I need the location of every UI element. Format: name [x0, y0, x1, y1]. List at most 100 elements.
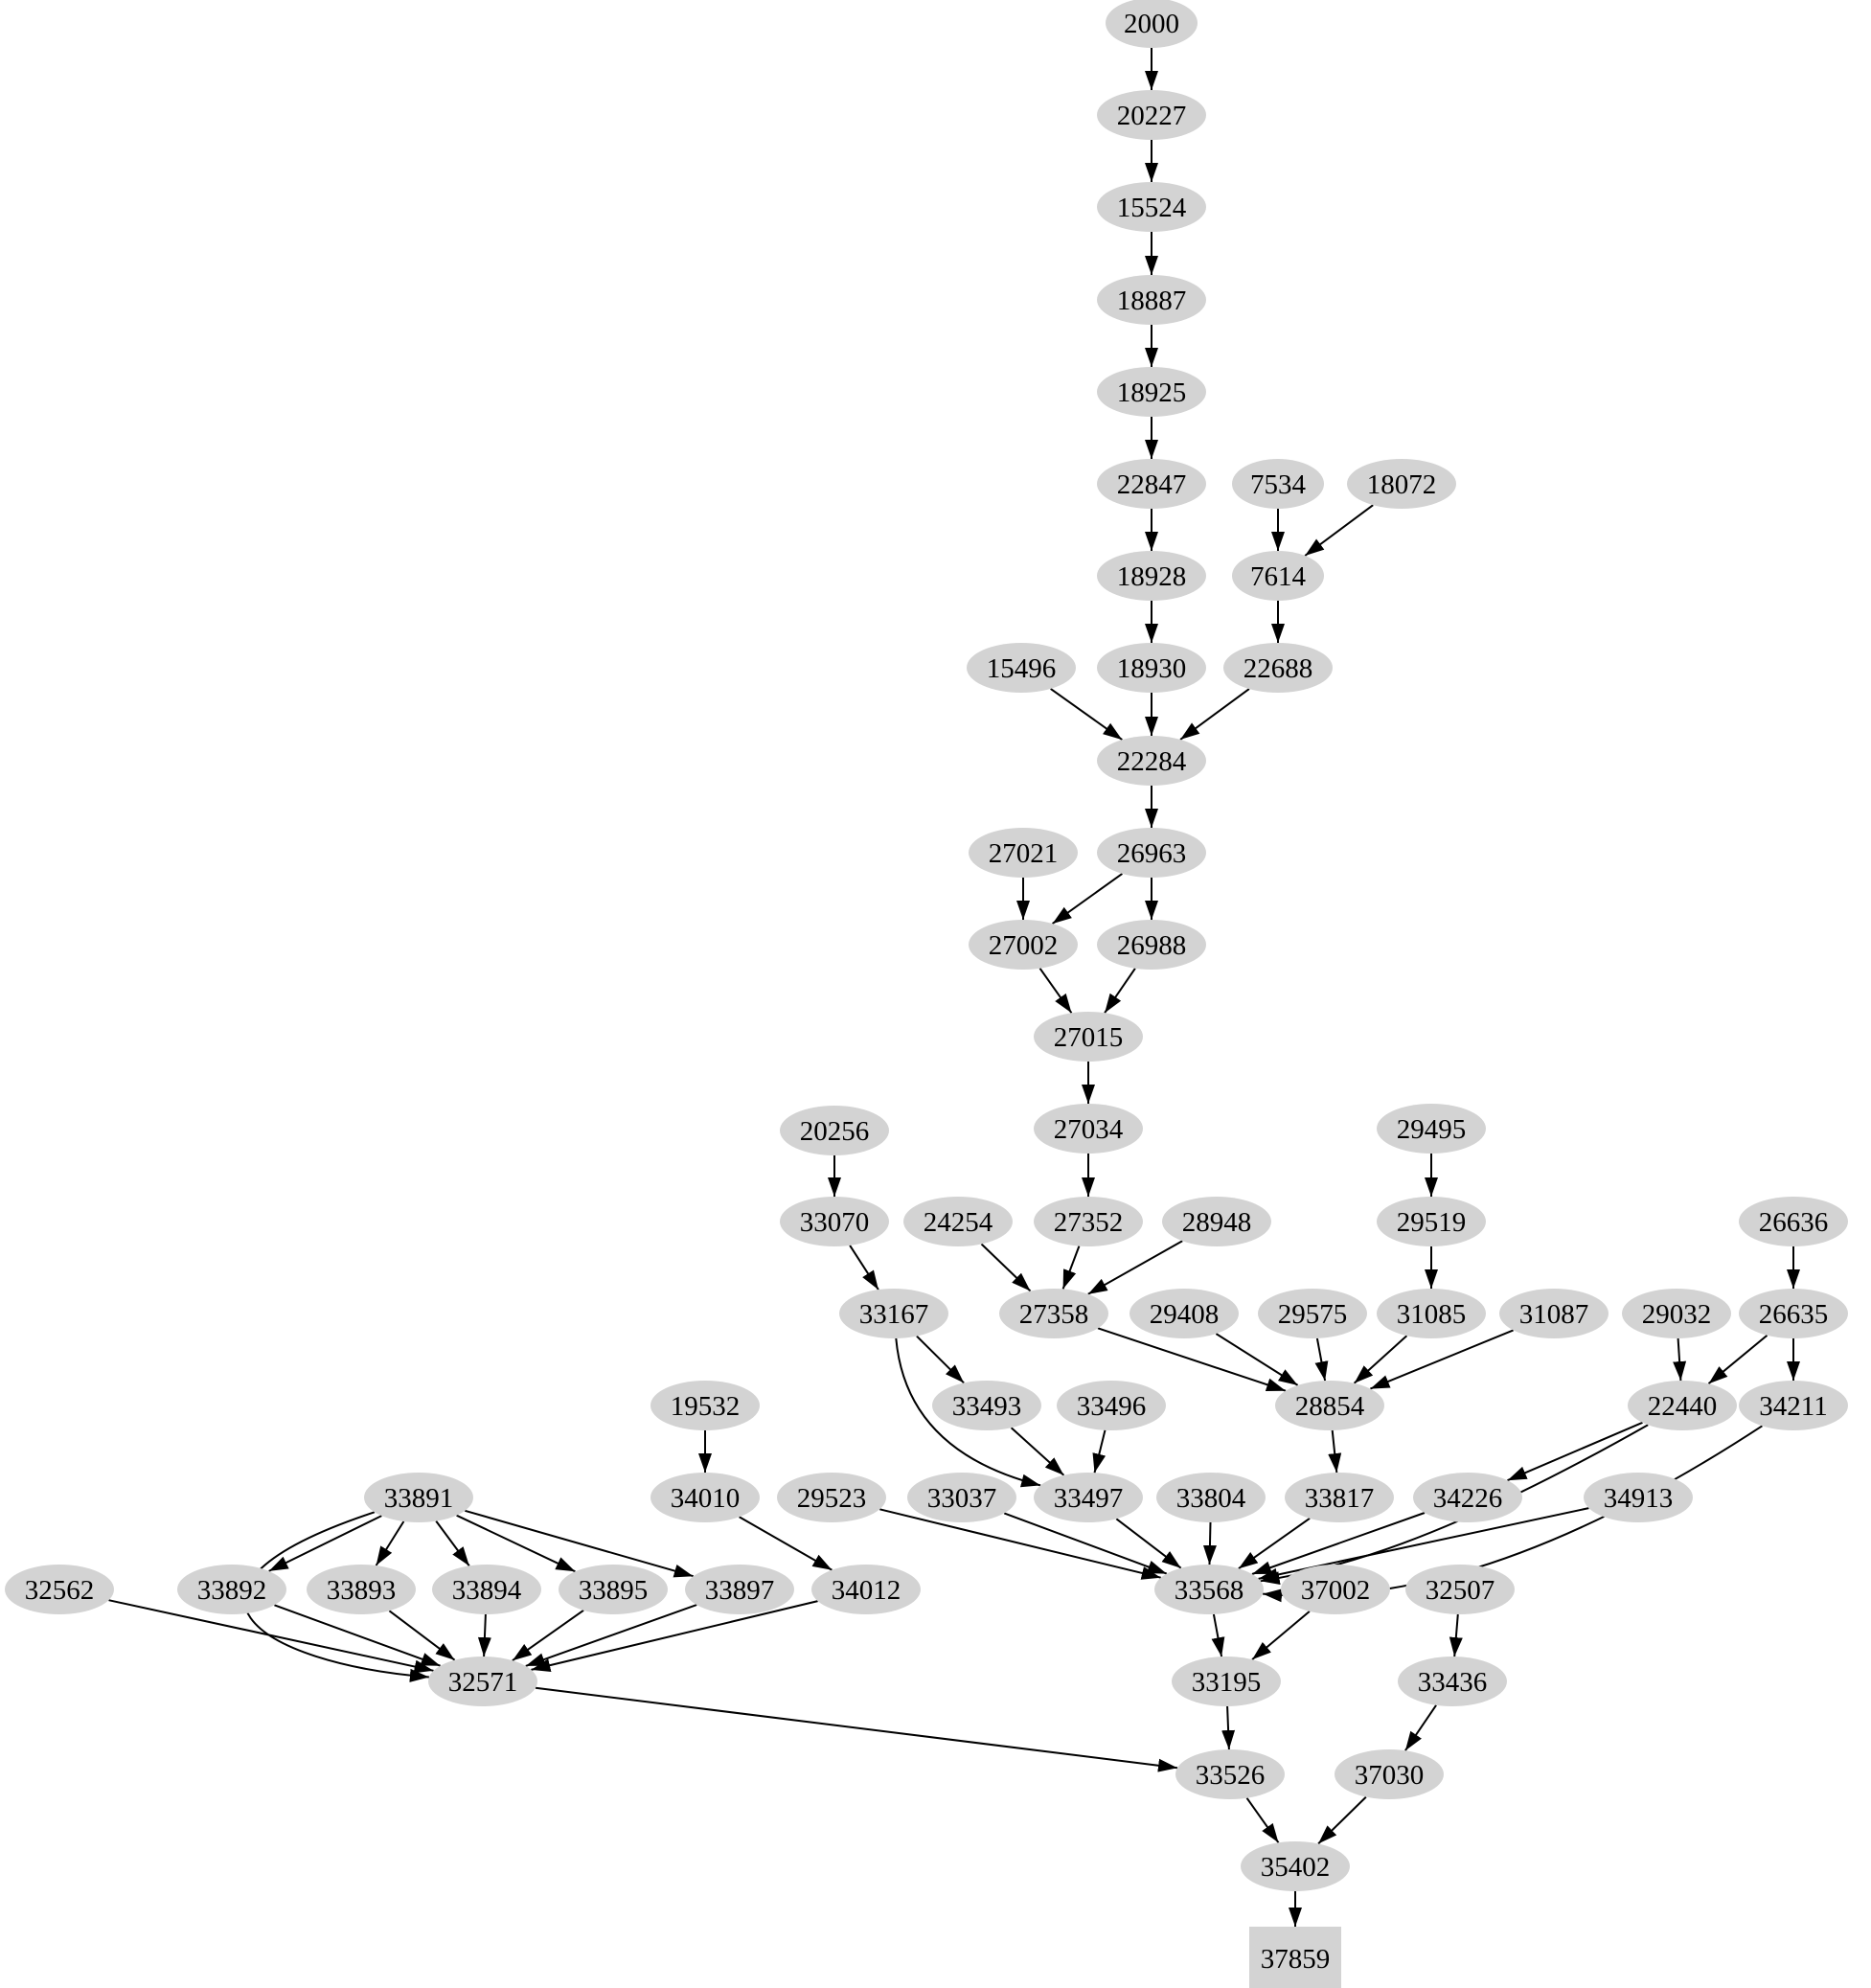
- edge-32507-33436: [1449, 1613, 1463, 1657]
- node-33167-ellipse: [839, 1289, 948, 1338]
- graph-node-7614: 7614: [1232, 551, 1324, 601]
- node-27034-ellipse: [1034, 1104, 1143, 1154]
- edge-33891-33897: [465, 1509, 694, 1578]
- graph-node-33897: 33897: [685, 1565, 794, 1614]
- node-18887-label: 18887: [1117, 286, 1187, 316]
- graph-node-32507: 32507: [1405, 1565, 1515, 1614]
- node-37002-ellipse: [1281, 1565, 1390, 1614]
- edge-27002-27015: [1038, 968, 1073, 1014]
- edge-33493-33497: [1010, 1427, 1065, 1476]
- edge-29523-33568: [879, 1508, 1161, 1580]
- edge-33804-33568: [1202, 1521, 1217, 1565]
- edge-33167-33497: [895, 1337, 1041, 1488]
- edge-33891-33894: [435, 1520, 470, 1566]
- node-28854-label: 28854: [1295, 1391, 1365, 1422]
- graph-node-31085: 31085: [1377, 1289, 1486, 1338]
- graph-node-19532: 19532: [650, 1381, 760, 1430]
- node-37002-label: 37002: [1301, 1575, 1371, 1606]
- graph-node-33496: 33496: [1057, 1381, 1166, 1430]
- graph-node-27002: 27002: [969, 920, 1078, 970]
- node-37859-box: [1249, 1927, 1341, 1988]
- node-29523-ellipse: [777, 1473, 886, 1522]
- node-22440-label: 22440: [1648, 1391, 1718, 1422]
- edge-layer: [108, 48, 1800, 1927]
- edge-33891-33895: [456, 1514, 576, 1573]
- node-33891-ellipse: [364, 1473, 473, 1522]
- node-37859-label: 37859: [1261, 1944, 1331, 1975]
- edge-33895-32571: [512, 1609, 584, 1662]
- node-27358-ellipse: [999, 1289, 1108, 1338]
- edge-33436-37030: [1404, 1704, 1437, 1751]
- graph-node-32562: 32562: [5, 1565, 114, 1614]
- edge-33891-33893: [375, 1520, 405, 1566]
- graph-node-29032: 29032: [1622, 1289, 1731, 1338]
- graph-node-29495: 29495: [1377, 1104, 1486, 1154]
- node-33070-label: 33070: [800, 1207, 870, 1238]
- edge-33167-33493: [916, 1335, 965, 1384]
- node-15496-label: 15496: [987, 653, 1057, 684]
- node-33526-label: 33526: [1196, 1760, 1266, 1791]
- node-29032-label: 29032: [1642, 1299, 1712, 1330]
- node-33568-ellipse: [1154, 1565, 1264, 1614]
- graph-node-29575: 29575: [1258, 1289, 1367, 1338]
- graph-node-35402: 35402: [1241, 1841, 1350, 1891]
- node-33894-ellipse: [432, 1565, 541, 1614]
- node-18887-ellipse: [1097, 275, 1206, 325]
- node-29519-label: 29519: [1397, 1207, 1467, 1238]
- edge-24254-27358: [980, 1243, 1032, 1292]
- node-26636-ellipse: [1739, 1197, 1848, 1246]
- node-19532-ellipse: [650, 1381, 760, 1430]
- edge-26963-27002: [1052, 873, 1123, 925]
- node-33436-label: 33436: [1418, 1667, 1488, 1698]
- node-29575-label: 29575: [1278, 1299, 1348, 1330]
- edge-28854-33817: [1328, 1429, 1342, 1474]
- edge-33897-32571: [525, 1604, 697, 1667]
- node-18930-ellipse: [1097, 643, 1206, 693]
- node-26988-ellipse: [1097, 920, 1206, 970]
- node-29032-ellipse: [1622, 1289, 1731, 1338]
- node-26963-label: 26963: [1117, 838, 1187, 869]
- graph-node-26636: 26636: [1739, 1197, 1848, 1246]
- node-7614-ellipse: [1232, 551, 1324, 601]
- graph-node-28948: 28948: [1162, 1197, 1271, 1246]
- node-34913-ellipse: [1584, 1473, 1693, 1522]
- graph-node-18930: 18930: [1097, 643, 1206, 693]
- node-33167-label: 33167: [859, 1299, 929, 1330]
- edge-31085-28854: [1353, 1335, 1408, 1384]
- node-35402-ellipse: [1241, 1841, 1350, 1891]
- graph-node-27352: 27352: [1034, 1197, 1143, 1246]
- edge-29408-28854: [1215, 1333, 1299, 1386]
- node-15524-ellipse: [1097, 182, 1206, 232]
- edge-18072-7614: [1304, 504, 1374, 557]
- node-35402-label: 35402: [1261, 1852, 1331, 1883]
- graph-node-33804: 33804: [1156, 1473, 1266, 1522]
- edge-33195-33526: [1221, 1705, 1236, 1750]
- node-29575-ellipse: [1258, 1289, 1367, 1338]
- node-33436-ellipse: [1398, 1657, 1507, 1706]
- node-27002-ellipse: [969, 920, 1078, 970]
- graph-node-29408: 29408: [1129, 1289, 1239, 1338]
- graph-node-37030: 37030: [1335, 1749, 1444, 1799]
- edge-33892-32571: [274, 1604, 441, 1667]
- node-34010-label: 34010: [671, 1483, 741, 1514]
- node-26988-label: 26988: [1117, 930, 1187, 961]
- node-20256-ellipse: [780, 1106, 889, 1155]
- edge-15496-22284: [1050, 688, 1123, 741]
- node-24254-ellipse: [903, 1197, 1013, 1246]
- node-34226-ellipse: [1413, 1473, 1522, 1522]
- node-28948-ellipse: [1162, 1197, 1271, 1246]
- graph-node-33167: 33167: [839, 1289, 948, 1338]
- node-28948-label: 28948: [1182, 1207, 1252, 1238]
- node-34226-label: 34226: [1433, 1483, 1503, 1514]
- graph-node-15496: 15496: [967, 643, 1076, 693]
- node-37030-ellipse: [1335, 1749, 1444, 1799]
- node-34211-label: 34211: [1759, 1391, 1827, 1422]
- node-27352-label: 27352: [1054, 1207, 1124, 1238]
- edge-33894-32571: [477, 1613, 491, 1657]
- node-33568-label: 33568: [1175, 1575, 1244, 1606]
- edge-32562-32571: [108, 1599, 434, 1674]
- node-29519-ellipse: [1377, 1197, 1486, 1246]
- graph-node-26963: 26963: [1097, 828, 1206, 878]
- graph-node-7534: 7534: [1232, 459, 1324, 509]
